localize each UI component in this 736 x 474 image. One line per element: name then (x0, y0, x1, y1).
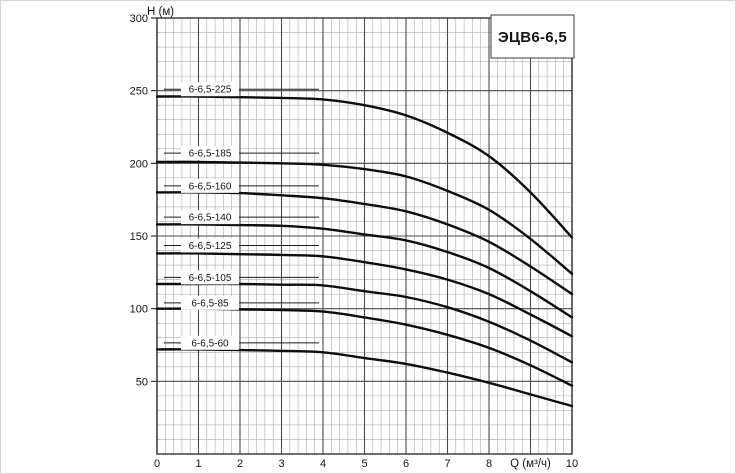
chart-title: ЭЦВ6-6,5 (498, 29, 567, 46)
curve-label-text: 6-6,5-140 (189, 213, 232, 224)
y-tick-marks (151, 17, 157, 382)
curve-label-bg (181, 178, 239, 193)
pump-curve-6-6,5-125 (155, 252, 574, 338)
curve-label-text: 6-6,5-160 (189, 181, 232, 192)
pump-curve-6-6,5-185 (155, 160, 574, 275)
y-tick-label: 200 (130, 158, 148, 170)
curve-label-text: 6-6,5-225 (189, 85, 232, 96)
x-axis-title: Q (м³/ч) (510, 458, 551, 470)
curve-label-text: 6-6,5-85 (191, 298, 229, 309)
y-tick-label: 300 (130, 13, 148, 25)
pump-curve-6-6,5-60 (155, 348, 574, 408)
x-tick-label: 1 (195, 458, 201, 470)
curve-label-bg (181, 238, 239, 253)
y-tick-label: 50 (136, 376, 148, 388)
curve-label-bg (181, 295, 239, 310)
x-tick-label: 4 (320, 458, 326, 470)
y-tick-label: 150 (130, 231, 148, 243)
x-tick-label: 10 (566, 458, 578, 470)
x-tick-label: 5 (361, 458, 367, 470)
curve-label-bg (181, 270, 239, 285)
x-tick-label: 6 (403, 458, 409, 470)
curve-label-bg (181, 210, 239, 225)
curve-label-text: 6-6,5-185 (189, 149, 232, 160)
x-tick-label: 3 (278, 458, 284, 470)
pump-curve-6-6,5-140 (155, 223, 574, 319)
x-tick-label: 2 (237, 458, 243, 470)
y-tick-label: 100 (130, 304, 148, 316)
axis-tick-labels: 300 250 200 150 100 50 0 1 2 3 4 5 6 7 8 10 (130, 13, 578, 470)
x-tick-label: 8 (486, 458, 492, 470)
curve-label-bg (181, 146, 239, 161)
y-tick-label: 250 (130, 86, 148, 98)
curve-label-text: 6-6,5-105 (189, 273, 232, 284)
pump-curve-6-6,5-225 (155, 95, 574, 239)
x-tick-label: 0 (154, 458, 160, 470)
curve-label-bg (181, 82, 239, 97)
title-box-border (490, 14, 575, 59)
curve-labels: 6-6,5-225 6-6,5-185 6-6,5-160 6-6,5-140 6-6,… (164, 82, 319, 350)
y-axis-title: Н (м) (147, 6, 174, 18)
x-tick-label: 7 (444, 458, 450, 470)
curve-label-text: 6-6,5-60 (191, 338, 229, 349)
curve-label-bg (181, 335, 239, 350)
curve-label-text: 6-6,5-125 (189, 241, 232, 252)
chart-title-box: ЭЦВ6-6,5 (490, 14, 575, 59)
